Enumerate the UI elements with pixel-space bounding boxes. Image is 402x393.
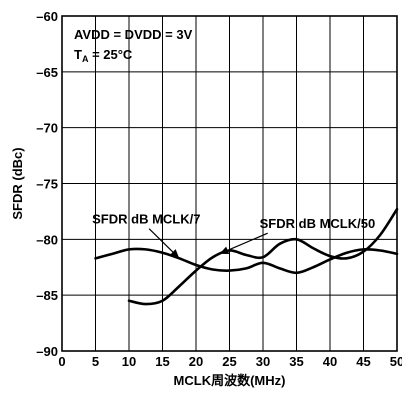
condition-temperature: TA = 25°C bbox=[74, 47, 133, 64]
x-tick-label: 40 bbox=[323, 354, 337, 369]
x-tick-label: 50 bbox=[390, 354, 402, 369]
x-tick-label: 20 bbox=[189, 354, 203, 369]
y-tick-label: –85 bbox=[36, 288, 58, 303]
y-axis-label: SFDR (dBc) bbox=[10, 147, 25, 219]
y-tick-label: –65 bbox=[36, 65, 58, 80]
condition-temp-symbol: T bbox=[74, 47, 82, 62]
x-tick-label: 25 bbox=[222, 354, 236, 369]
y-tick-label: –70 bbox=[36, 121, 58, 136]
series-label-mclk50: SFDR dB MCLK/50 bbox=[260, 216, 376, 231]
condition-temp-subscript: A bbox=[82, 54, 89, 64]
condition-temp-value: = 25°C bbox=[88, 47, 132, 62]
x-tick-label: 30 bbox=[256, 354, 270, 369]
y-tick-label: –90 bbox=[36, 344, 58, 359]
annotations: SFDR dB MCLK/7 SFDR dB MCLK/50 bbox=[92, 212, 375, 259]
condition-supply: AVDD = DVDD = 3V bbox=[74, 27, 193, 42]
grid bbox=[62, 16, 397, 351]
x-tick-label: 45 bbox=[356, 354, 370, 369]
x-tick-label: 10 bbox=[122, 354, 136, 369]
y-tick-label: –75 bbox=[36, 177, 58, 192]
series-line-mclk7 bbox=[94, 247, 399, 275]
annotation-arrowhead bbox=[219, 246, 230, 254]
series-line-mclk50 bbox=[127, 207, 399, 306]
x-tick-label: 0 bbox=[58, 354, 65, 369]
x-tick-label: 5 bbox=[92, 354, 99, 369]
series-layer bbox=[94, 207, 399, 306]
y-tick-label: –60 bbox=[36, 9, 58, 24]
y-tick-label: –80 bbox=[36, 232, 58, 247]
x-axis-label: MCLK周波数(MHz) bbox=[174, 373, 286, 388]
plot-frame bbox=[61, 15, 398, 352]
series-label-mclk7: SFDR dB MCLK/7 bbox=[92, 212, 200, 227]
annotation-arrowhead bbox=[170, 249, 180, 259]
tick-labels: 0 5 10 15 20 25 30 35 40 45 50 –90 –85 –80 –75 –70 –65 –6… bbox=[36, 9, 402, 369]
x-tick-label: 35 bbox=[289, 354, 303, 369]
x-tick-label: 15 bbox=[155, 354, 169, 369]
